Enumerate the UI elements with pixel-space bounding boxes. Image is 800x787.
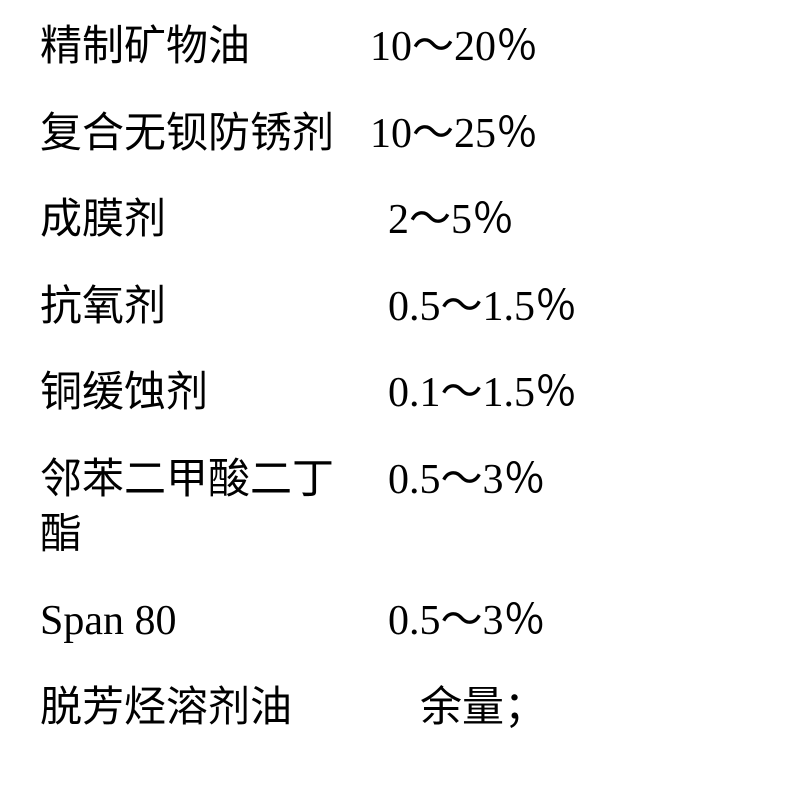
table-row: Span 80 0.5～3％: [40, 594, 760, 649]
ingredient-label: 脱芳烃溶剂油: [40, 681, 370, 736]
ingredient-value: 0.5～3％: [370, 453, 546, 508]
ingredient-value: 0.5～1.5％: [370, 280, 577, 335]
table-row: 复合无钡防锈剂 10～25％: [40, 107, 760, 162]
ingredient-label: 抗氧剂: [40, 280, 370, 335]
ingredient-label: 复合无钡防锈剂: [40, 107, 370, 162]
ingredient-value: 10～25％: [370, 107, 538, 162]
table-row: 邻苯二甲酸二丁酯 0.5～3％: [40, 453, 760, 562]
table-row: 脱芳烃溶剂油 余量；: [40, 681, 760, 736]
composition-table: 精制矿物油 10～20％ 复合无钡防锈剂 10～25％ 成膜剂 2～5％ 抗氧剂…: [0, 0, 800, 787]
ingredient-value: 10～20％: [370, 20, 538, 75]
ingredient-label: 精制矿物油: [40, 20, 370, 75]
table-row: 铜缓蚀剂 0.1～1.5％: [40, 366, 760, 421]
ingredient-label: 邻苯二甲酸二丁酯: [40, 453, 370, 562]
table-row: 抗氧剂 0.5～1.5％: [40, 280, 760, 335]
ingredient-value: 0.1～1.5％: [370, 366, 577, 421]
ingredient-label: 成膜剂: [40, 193, 370, 248]
ingredient-value: 余量；: [370, 681, 546, 736]
ingredient-label: 铜缓蚀剂: [40, 366, 370, 421]
ingredient-value: 0.5～3％: [370, 594, 546, 649]
ingredient-value: 2～5％: [370, 193, 514, 248]
table-row: 成膜剂 2～5％: [40, 193, 760, 248]
ingredient-label: Span 80: [40, 594, 370, 649]
table-row: 精制矿物油 10～20％: [40, 20, 760, 75]
